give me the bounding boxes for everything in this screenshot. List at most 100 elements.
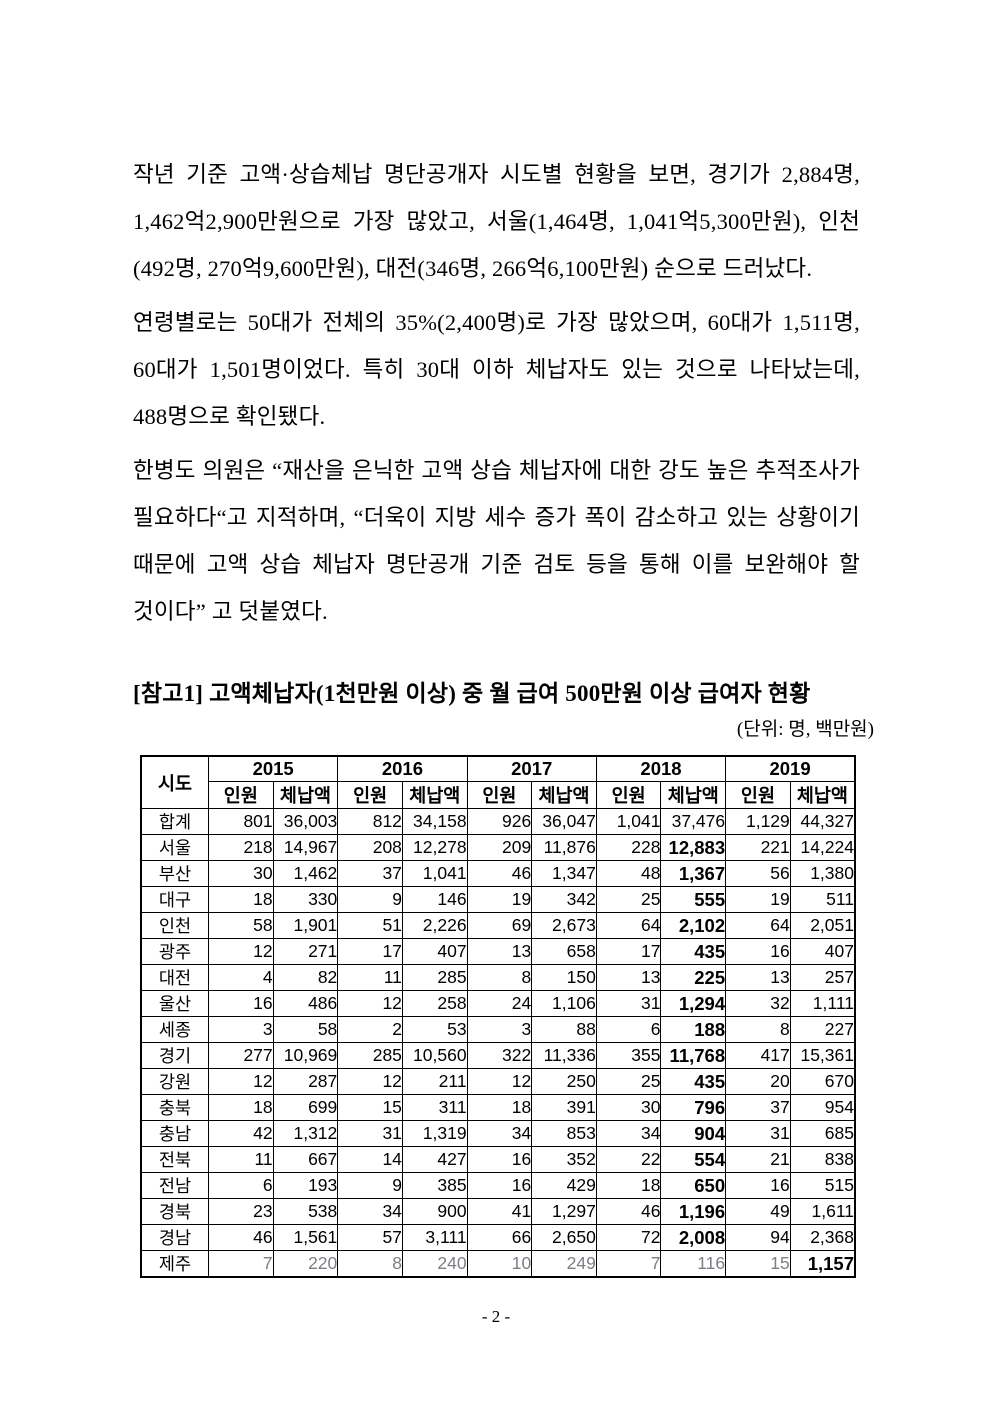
value-cell: 407 xyxy=(401,938,468,965)
value-cell: 538 xyxy=(272,1198,339,1225)
value-cell: 13 xyxy=(595,964,662,991)
value-cell: 342 xyxy=(531,886,597,913)
value-cell: 385 xyxy=(401,1172,468,1199)
table-row: 서울 218 14,967 208 12,278 209 11,876 228 12,883 22… xyxy=(140,834,856,861)
value-cell: 285 xyxy=(401,964,468,991)
table-header: 시도 2015 2016 2017 2018 2019 인원 체납액 인원 체납액 인원 체납액 인원 체… xyxy=(140,755,856,809)
value-cell: 69 xyxy=(466,912,533,939)
value-cell: 34 xyxy=(466,1120,533,1147)
value-cell: 88 xyxy=(531,1016,597,1043)
region-cell: 경남 xyxy=(140,1224,209,1251)
value-cell: 46 xyxy=(208,1224,274,1251)
value-cell: 116 xyxy=(660,1250,727,1278)
value-cell: 14,224 xyxy=(789,834,856,861)
value-cell: 1,041 xyxy=(401,860,468,887)
value-cell: 391 xyxy=(531,1094,597,1121)
value-cell: 146 xyxy=(401,886,468,913)
region-cell: 경북 xyxy=(140,1198,209,1225)
value-cell: 407 xyxy=(789,938,856,965)
value-cell: 228 xyxy=(595,834,662,861)
region-cell: 합계 xyxy=(140,808,209,835)
value-cell: 900 xyxy=(401,1198,468,1225)
value-cell: 17 xyxy=(595,938,662,965)
value-cell: 220 xyxy=(272,1250,339,1278)
value-cell: 11,768 xyxy=(660,1042,727,1069)
value-cell: 429 xyxy=(531,1172,597,1199)
value-cell: 193 xyxy=(272,1172,339,1199)
table-subheader: 인원 xyxy=(337,781,403,809)
value-cell: 20 xyxy=(725,1068,791,1095)
value-cell: 10,969 xyxy=(272,1042,339,1069)
value-cell: 322 xyxy=(466,1042,533,1069)
value-cell: 796 xyxy=(660,1094,727,1121)
value-cell: 218 xyxy=(208,834,274,861)
value-cell: 18 xyxy=(595,1172,662,1199)
value-cell: 685 xyxy=(789,1120,856,1147)
value-cell: 44,327 xyxy=(789,808,856,835)
value-cell: 34 xyxy=(337,1198,403,1225)
value-cell: 3 xyxy=(208,1016,274,1043)
table-subheader: 인원 xyxy=(725,781,791,809)
value-cell: 37 xyxy=(337,860,403,887)
value-cell: 1,111 xyxy=(789,990,856,1017)
table-row: 울산 16 486 12 258 24 1,106 31 1,294 32 1,111 xyxy=(140,990,856,1017)
region-cell: 충남 xyxy=(140,1120,209,1147)
value-cell: 48 xyxy=(595,860,662,887)
value-cell: 838 xyxy=(789,1146,856,1173)
table-year-header: 2017 xyxy=(466,755,597,782)
table-row: 충남 42 1,312 31 1,319 34 853 34 904 31 685 xyxy=(140,1120,856,1147)
value-cell: 208 xyxy=(337,834,403,861)
region-cell: 제주 xyxy=(140,1250,209,1278)
value-cell: 34,158 xyxy=(401,808,468,835)
value-cell: 64 xyxy=(595,912,662,939)
value-cell: 4 xyxy=(208,964,274,991)
page-number: - 2 - xyxy=(481,1307,511,1326)
value-cell: 10,560 xyxy=(401,1042,468,1069)
value-cell: 2,368 xyxy=(789,1224,856,1251)
table-subheader: 체납액 xyxy=(272,781,339,809)
value-cell: 8 xyxy=(725,1016,791,1043)
value-cell: 188 xyxy=(660,1016,727,1043)
table-row: 전남 6 193 9 385 16 429 18 650 16 515 xyxy=(140,1172,856,1199)
value-cell: 2,673 xyxy=(531,912,597,939)
value-cell: 42 xyxy=(208,1120,274,1147)
value-cell: 1,462 xyxy=(272,860,339,887)
value-cell: 19 xyxy=(725,886,791,913)
document-page: 작년 기준 고액·상습체납 명단공개자 시도별 현황을 보면, 경기가 2,88… xyxy=(133,162,874,1278)
value-cell: 36,047 xyxy=(531,808,597,835)
region-cell: 대구 xyxy=(140,886,209,913)
value-cell: 225 xyxy=(660,964,727,991)
value-cell: 435 xyxy=(660,1068,727,1095)
value-cell: 16 xyxy=(725,1172,791,1199)
value-cell: 417 xyxy=(725,1042,791,1069)
paragraph-lawmaker-quote: 한병도 의원은 “재산을 은닉한 고액 상습 체납자에 대한 강도 높은 추적조… xyxy=(133,458,860,624)
value-cell: 1,347 xyxy=(531,860,597,887)
value-cell: 53 xyxy=(401,1016,468,1043)
value-cell: 36,003 xyxy=(272,808,339,835)
value-cell: 16 xyxy=(466,1146,533,1173)
value-cell: 1,294 xyxy=(660,990,727,1017)
value-cell: 1,319 xyxy=(401,1120,468,1147)
value-cell: 554 xyxy=(660,1146,727,1173)
value-cell: 650 xyxy=(660,1172,727,1199)
value-cell: 12,883 xyxy=(660,834,727,861)
table-subheader: 인원 xyxy=(466,781,533,809)
value-cell: 12 xyxy=(337,990,403,1017)
value-cell: 14,967 xyxy=(272,834,339,861)
value-cell: 1,157 xyxy=(789,1250,856,1278)
value-cell: 66 xyxy=(466,1224,533,1251)
region-cell: 세종 xyxy=(140,1016,209,1043)
value-cell: 1,611 xyxy=(789,1198,856,1225)
value-cell: 18 xyxy=(208,886,274,913)
region-cell: 광주 xyxy=(140,938,209,965)
value-cell: 56 xyxy=(725,860,791,887)
value-cell: 258 xyxy=(401,990,468,1017)
table-year-header: 2016 xyxy=(337,755,468,782)
table-year-header: 2015 xyxy=(207,755,339,782)
region-cell: 울산 xyxy=(140,990,209,1017)
value-cell: 34 xyxy=(595,1120,662,1147)
value-cell: 211 xyxy=(401,1068,468,1095)
value-cell: 37,476 xyxy=(660,808,727,835)
value-cell: 2,650 xyxy=(531,1224,597,1251)
value-cell: 670 xyxy=(789,1068,856,1095)
